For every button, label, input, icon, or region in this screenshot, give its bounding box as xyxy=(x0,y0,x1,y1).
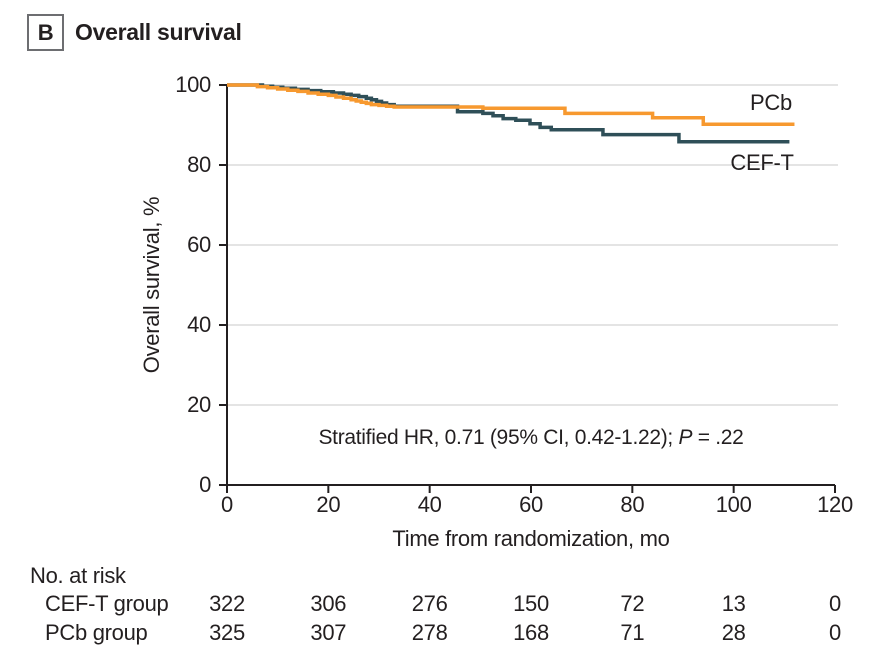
y-tick-label: 80 xyxy=(187,152,211,177)
risk-value: 71 xyxy=(620,620,645,645)
risk-value: 276 xyxy=(411,591,448,616)
risk-value: 28 xyxy=(721,620,746,645)
risk-value: 0 xyxy=(829,620,841,645)
x-tick-label: 0 xyxy=(221,492,233,517)
risk-value: 307 xyxy=(310,620,347,645)
survival-curve-cef-t xyxy=(227,83,790,144)
p-value: = .22 xyxy=(692,426,744,449)
y-tick-label: 40 xyxy=(187,312,211,337)
x-tick-label: 100 xyxy=(715,492,752,517)
survival-curve-pcb xyxy=(227,83,795,126)
hr-annotation: Stratified HR, 0.71 (95% CI, 0.42-1.22);… xyxy=(318,426,743,450)
y-tick-label: 20 xyxy=(187,392,211,417)
risk-row-label: CEF-T group xyxy=(45,591,169,616)
hr-annotation-text: Stratified HR, 0.71 (95% CI, 0.42-1.22); xyxy=(318,426,679,449)
y-axis-title: Overall survival, % xyxy=(139,196,164,374)
risk-value: 13 xyxy=(721,591,746,616)
risk-value: 168 xyxy=(513,620,549,645)
y-tick-label: 60 xyxy=(187,232,211,257)
risk-value: 150 xyxy=(513,591,549,616)
panel-title: Overall survival xyxy=(75,19,242,45)
risk-value: 278 xyxy=(411,620,448,645)
risk-value: 72 xyxy=(620,591,645,616)
curve-label-pcb: PCb xyxy=(750,90,792,115)
panel-label-box: B xyxy=(27,14,64,51)
risk-value: 322 xyxy=(209,591,245,616)
p-symbol: P xyxy=(678,426,693,449)
x-tick-label: 120 xyxy=(817,492,853,517)
x-tick-label: 20 xyxy=(316,492,341,517)
risk-value: 0 xyxy=(829,591,841,616)
panel-label: B xyxy=(37,19,54,45)
curve-label-cef-t: CEF-T xyxy=(730,150,794,175)
risk-table-title: No. at risk xyxy=(30,563,126,588)
risk-row-label: PCb group xyxy=(45,620,148,645)
x-tick-label: 60 xyxy=(519,492,543,517)
x-tick-label: 80 xyxy=(620,492,645,517)
x-tick-label: 40 xyxy=(417,492,442,517)
risk-value: 325 xyxy=(209,620,245,645)
y-tick-label: 0 xyxy=(199,472,211,497)
axis-lines xyxy=(226,85,835,486)
x-axis-title: Time from randomization, mo xyxy=(392,526,670,551)
y-tick-label: 100 xyxy=(175,72,211,97)
risk-value: 306 xyxy=(310,591,347,616)
